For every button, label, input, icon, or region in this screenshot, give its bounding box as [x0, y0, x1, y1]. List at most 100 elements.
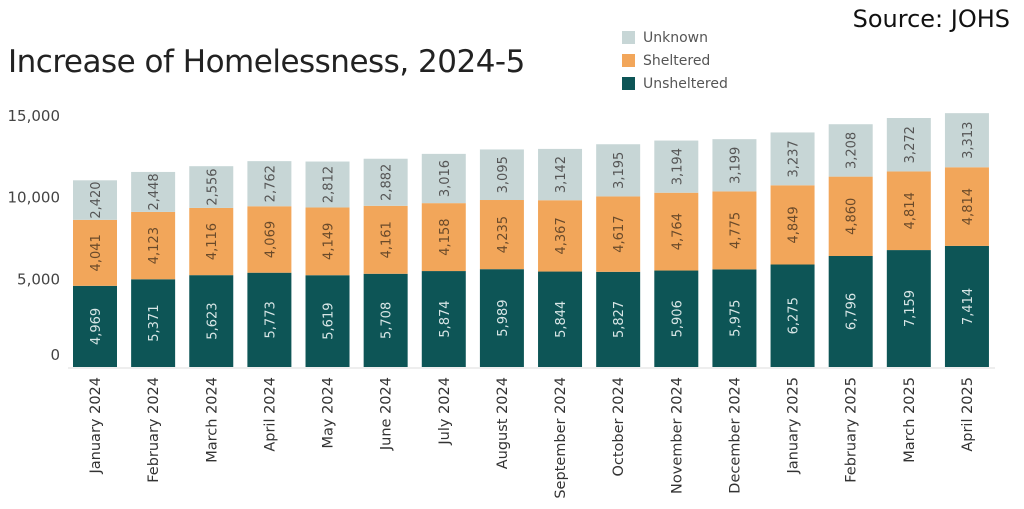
- bar-segment-unsheltered: [538, 271, 583, 367]
- data-label: 3,095: [496, 156, 511, 193]
- bar-segment-unknown: [73, 180, 117, 220]
- data-label: 3,194: [670, 148, 685, 185]
- bar-segment-sheltered: [305, 207, 350, 276]
- data-label: 3,208: [845, 132, 860, 169]
- bar-segment-unsheltered: [73, 285, 117, 367]
- data-label: 2,762: [263, 165, 278, 202]
- bar-segment-unknown: [479, 149, 524, 201]
- data-label: 5,708: [380, 302, 395, 339]
- x-tick-label: July 2024: [437, 377, 453, 446]
- x-tick-label: August 2024: [495, 377, 511, 469]
- data-label: 2,882: [380, 164, 395, 201]
- legend-swatch: [622, 54, 635, 67]
- data-label: 4,775: [728, 212, 743, 249]
- bar-segment-sheltered: [363, 205, 408, 274]
- bar-segment-unknown: [712, 139, 757, 192]
- legend: Unknown Sheltered Unsheltered: [622, 26, 728, 95]
- bar-segment-sheltered: [886, 171, 931, 251]
- data-label: 6,796: [845, 293, 860, 330]
- bar-segment-unsheltered: [596, 271, 641, 367]
- data-label: 5,989: [496, 299, 511, 336]
- bar-segment-unknown: [654, 140, 699, 193]
- data-label: 3,016: [438, 160, 453, 197]
- data-label: 3,237: [787, 140, 802, 177]
- bar-segment-unknown: [944, 113, 989, 168]
- bar-segment-unsheltered: [712, 269, 757, 367]
- bar-segment-unknown: [189, 166, 234, 208]
- data-label: 4,161: [380, 221, 395, 258]
- y-tick-label: 10,000: [8, 189, 61, 207]
- data-label: 4,158: [438, 218, 453, 255]
- legend-swatch: [622, 77, 635, 90]
- data-label: 4,969: [89, 308, 104, 345]
- bar-segment-unsheltered: [363, 273, 408, 367]
- bar-segment-unknown: [770, 132, 815, 186]
- data-label: 3,142: [554, 156, 569, 193]
- legend-item: Sheltered: [622, 49, 728, 72]
- bar-segment-sheltered: [596, 196, 641, 272]
- bar-segment-unsheltered: [654, 270, 699, 367]
- bar-segment-sheltered: [247, 206, 292, 273]
- data-label: 4,116: [205, 223, 220, 260]
- bar-segment-unsheltered: [944, 245, 989, 367]
- data-label: 4,814: [903, 192, 918, 229]
- data-label: 3,195: [612, 152, 627, 189]
- x-tick-label: January 2025: [786, 377, 802, 474]
- legend-item: Unknown: [622, 26, 728, 49]
- y-tick-label: 15,000: [8, 107, 61, 125]
- legend-label: Sheltered: [643, 52, 711, 69]
- data-label: 3,313: [961, 122, 976, 159]
- bar-segment-unknown: [886, 117, 931, 172]
- bar-segment-unsheltered: [828, 255, 873, 367]
- x-tick-label: February 2024: [146, 377, 162, 483]
- bar-segment-sheltered: [73, 219, 117, 286]
- bar-segment-sheltered: [421, 203, 466, 272]
- x-tick-label: September 2024: [553, 377, 569, 499]
- x-tick-label: April 2025: [960, 377, 976, 452]
- bar-segment-sheltered: [770, 185, 815, 265]
- data-label: 4,860: [845, 198, 860, 235]
- data-label: 4,814: [961, 188, 976, 225]
- data-label: 2,420: [89, 181, 104, 218]
- bar-segment-unknown: [305, 161, 350, 208]
- bar-segment-unsheltered: [479, 269, 524, 367]
- data-label: 4,617: [612, 216, 627, 253]
- bar-segment-unknown: [131, 171, 176, 212]
- bar-segment-unknown: [596, 144, 641, 197]
- x-tick-label: January 2024: [88, 377, 104, 474]
- data-label: 3,199: [728, 147, 743, 184]
- bar-segment-sheltered: [131, 211, 176, 280]
- data-label: 4,149: [322, 223, 337, 260]
- bar-segment-unsheltered: [305, 275, 350, 367]
- bar-segment-unknown: [421, 153, 466, 204]
- bar-segment-sheltered: [654, 192, 699, 271]
- bar-segment-unknown: [828, 124, 873, 177]
- data-label: 4,367: [554, 217, 569, 254]
- bar-segment-sheltered: [538, 200, 583, 272]
- data-label: 2,448: [147, 173, 162, 210]
- data-label: 7,414: [961, 288, 976, 325]
- bar-segment-unsheltered: [886, 250, 931, 367]
- bar-segment-sheltered: [479, 200, 524, 270]
- bar-segment-unsheltered: [770, 264, 815, 367]
- data-label: 4,235: [496, 216, 511, 253]
- x-tick-label: May 2024: [321, 377, 337, 449]
- data-label: 2,556: [205, 168, 220, 205]
- data-label: 5,619: [322, 303, 337, 340]
- source-label: Source: JOHS: [852, 5, 1010, 33]
- data-label: 4,849: [787, 206, 802, 243]
- data-label: 4,123: [147, 227, 162, 264]
- y-tick-label: 0: [50, 346, 60, 364]
- data-label: 5,906: [670, 300, 685, 337]
- data-label: 5,773: [263, 301, 278, 338]
- bar-segment-sheltered: [828, 176, 873, 256]
- x-tick-label: June 2024: [379, 377, 395, 451]
- legend-label: Unknown: [643, 29, 708, 46]
- bar-segment-unknown: [247, 161, 292, 207]
- legend-label: Unsheltered: [643, 75, 728, 92]
- y-tick-label: 5,000: [17, 270, 60, 288]
- legend-item: Unsheltered: [622, 72, 728, 95]
- data-label: 5,827: [612, 301, 627, 338]
- data-label: 6,275: [787, 297, 802, 334]
